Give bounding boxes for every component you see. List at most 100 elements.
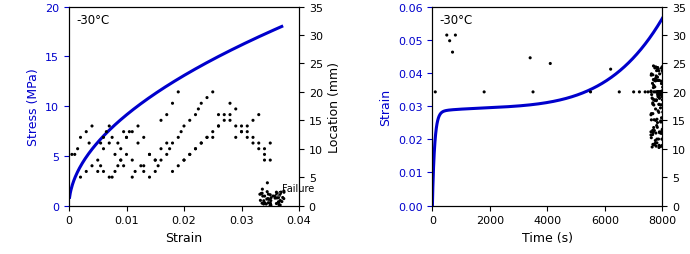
Point	[150, 170, 161, 174]
Point	[642, 90, 653, 94]
Point	[646, 90, 657, 94]
Point	[279, 190, 290, 195]
Point	[649, 86, 660, 90]
Point	[654, 97, 665, 101]
Point	[647, 82, 658, 86]
Point	[257, 192, 268, 196]
Point	[655, 145, 666, 149]
Point	[152, 164, 164, 168]
Point	[201, 96, 213, 100]
Point	[653, 79, 664, 83]
Point	[273, 200, 284, 204]
Point	[657, 120, 668, 124]
Point	[241, 130, 253, 134]
Point	[649, 104, 660, 108]
Point	[656, 116, 667, 120]
Point	[649, 99, 660, 103]
Point	[653, 90, 664, 94]
Point	[150, 158, 161, 163]
Point	[655, 120, 666, 124]
Point	[278, 197, 289, 201]
Point	[653, 90, 664, 94]
Point	[655, 90, 666, 94]
Point	[653, 67, 664, 71]
Point	[648, 126, 659, 130]
Point	[196, 141, 207, 146]
Point	[651, 90, 662, 94]
Point	[266, 203, 277, 207]
Point	[656, 130, 667, 134]
Point	[657, 95, 668, 99]
Point	[275, 199, 286, 203]
Point	[524, 57, 535, 61]
Point	[647, 97, 658, 101]
Point	[656, 103, 667, 107]
Point	[658, 64, 669, 68]
Point	[196, 141, 207, 146]
Text: a): a)	[23, 253, 37, 254]
Point	[645, 133, 656, 137]
Point	[259, 153, 270, 157]
Point	[651, 98, 662, 102]
Point	[213, 113, 224, 117]
Y-axis label: Location (mm): Location (mm)	[328, 61, 342, 152]
Point	[161, 141, 172, 146]
Point	[654, 94, 665, 98]
Point	[259, 201, 270, 205]
Text: b): b)	[386, 253, 401, 254]
Point	[255, 193, 266, 197]
Text: Failure: Failure	[276, 184, 314, 197]
Point	[201, 136, 213, 140]
Point	[657, 144, 668, 148]
Point	[224, 119, 235, 123]
Point	[98, 147, 109, 151]
Point	[649, 129, 660, 133]
Point	[207, 130, 218, 134]
Point	[179, 158, 190, 163]
Point	[647, 73, 658, 77]
Point	[172, 136, 184, 140]
Point	[649, 98, 660, 102]
Point	[653, 90, 664, 94]
Point	[656, 90, 667, 94]
Point	[230, 107, 241, 112]
Point	[69, 153, 80, 157]
Point	[657, 86, 668, 90]
Point	[271, 196, 282, 200]
Point	[657, 121, 668, 125]
Point	[647, 129, 658, 133]
Point	[653, 111, 664, 115]
Point	[655, 90, 666, 94]
Point	[650, 66, 661, 70]
Point	[656, 90, 667, 94]
Point	[650, 119, 661, 123]
Point	[265, 141, 276, 146]
Point	[190, 147, 201, 151]
Point	[658, 72, 669, 76]
Point	[654, 90, 665, 94]
Point	[652, 126, 663, 130]
Point	[658, 110, 669, 115]
Point	[544, 62, 555, 66]
Point	[230, 124, 241, 129]
Point	[265, 158, 276, 163]
Point	[653, 137, 664, 141]
Point	[270, 195, 282, 199]
Point	[653, 94, 664, 98]
Point	[106, 176, 117, 180]
Point	[161, 113, 172, 117]
Point	[648, 131, 659, 135]
Point	[101, 130, 112, 134]
Point	[655, 106, 666, 110]
Point	[219, 113, 230, 117]
Point	[262, 181, 273, 185]
Point	[654, 73, 665, 77]
Y-axis label: Stress (MPa): Stress (MPa)	[27, 68, 39, 145]
Point	[646, 112, 657, 116]
Point	[657, 90, 668, 94]
Point	[658, 145, 669, 149]
Point	[275, 203, 286, 207]
Point	[273, 196, 284, 200]
Point	[278, 189, 289, 193]
Point	[167, 170, 178, 174]
